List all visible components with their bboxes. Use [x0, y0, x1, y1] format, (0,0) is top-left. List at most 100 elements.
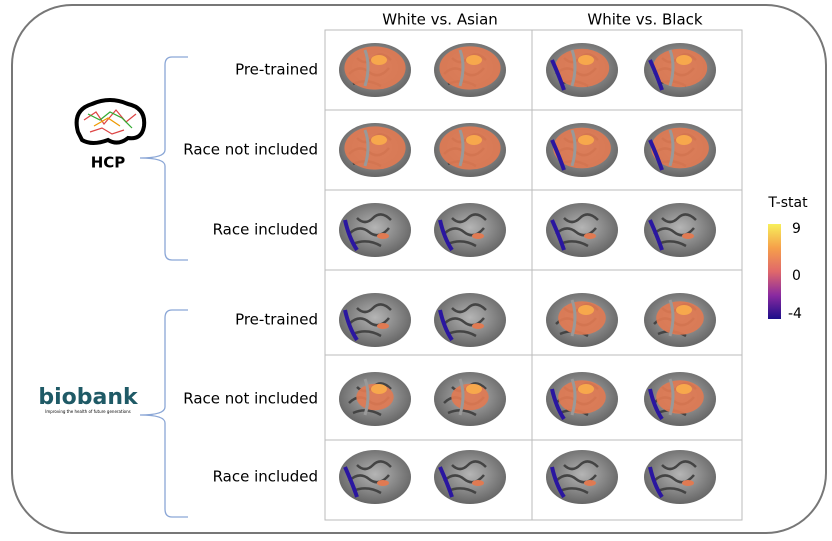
negative	[438, 309, 454, 342]
brain	[546, 43, 618, 97]
activation	[584, 480, 596, 486]
brain	[644, 43, 716, 97]
brain	[434, 43, 506, 97]
activation-fold	[363, 129, 370, 167]
brain	[339, 293, 411, 347]
activation-fold	[458, 49, 465, 87]
activation-hot	[578, 135, 594, 145]
hcp-logo	[74, 98, 147, 145]
brain	[644, 372, 716, 426]
activation-fold	[668, 49, 675, 87]
activation-fold	[363, 49, 370, 87]
activation-fold	[458, 129, 465, 167]
brain	[546, 372, 618, 426]
activation-hot	[578, 384, 594, 394]
brain-shape	[339, 293, 411, 347]
activation	[682, 480, 694, 486]
activation	[682, 233, 694, 239]
negative	[343, 309, 359, 342]
brain	[339, 43, 411, 97]
brain	[546, 450, 618, 504]
row-label: Race included	[213, 221, 318, 239]
activation-hot	[676, 305, 692, 315]
brain	[339, 203, 411, 257]
activation	[344, 126, 406, 170]
activation-hot	[466, 55, 482, 65]
activation	[651, 127, 709, 169]
activation	[553, 127, 611, 169]
row-label: Pre-trained	[235, 311, 318, 329]
row-label: Race not included	[183, 141, 318, 159]
colorbar	[768, 224, 781, 319]
column-header: White vs. Black	[587, 11, 703, 29]
brain	[434, 203, 506, 257]
negative	[343, 466, 359, 498]
activation-hot	[371, 135, 387, 145]
activation-fold	[570, 378, 577, 416]
activation-hot	[676, 55, 692, 65]
colorbar-tick: 0	[792, 268, 801, 284]
colorbar-tick: -4	[788, 306, 802, 322]
negative	[648, 59, 664, 91]
activation-hot	[676, 135, 692, 145]
colorbar-title: T-stat	[767, 195, 808, 211]
bracket	[139, 56, 188, 261]
activation-fold	[363, 378, 370, 416]
activation	[377, 323, 389, 329]
negative	[343, 219, 359, 252]
brain	[546, 123, 618, 177]
group-tagline: Improving the health of future generatio…	[45, 409, 131, 414]
brain	[434, 123, 506, 177]
activation	[652, 48, 708, 88]
brain-shape	[546, 450, 618, 504]
brain-shape	[339, 203, 411, 257]
activation	[377, 480, 389, 486]
brain	[434, 372, 506, 426]
activation-hot	[466, 135, 482, 145]
activation-hot	[371, 384, 387, 394]
row-label: Race included	[213, 468, 318, 486]
brain	[339, 450, 411, 504]
bracket	[139, 309, 188, 518]
activation	[344, 46, 406, 90]
negative	[550, 139, 566, 171]
negative	[550, 466, 566, 499]
negative	[648, 388, 664, 421]
activation-hot	[371, 55, 387, 65]
brain-shape	[644, 450, 716, 504]
brain	[434, 293, 506, 347]
brain-shape	[434, 293, 506, 347]
activation	[584, 233, 596, 239]
negative	[648, 466, 664, 499]
activation-fold	[570, 129, 577, 167]
brain	[644, 450, 716, 504]
activation-fold	[570, 49, 577, 87]
negative	[438, 219, 454, 252]
activation	[554, 48, 610, 88]
brain	[339, 123, 411, 177]
negative	[648, 219, 664, 251]
brain	[546, 293, 618, 347]
brain	[339, 372, 411, 426]
negative	[648, 139, 664, 171]
negative	[550, 219, 566, 251]
row-label: Pre-trained	[235, 61, 318, 79]
activation-hot	[578, 55, 594, 65]
activation	[472, 323, 484, 329]
row-label: Race not included	[183, 390, 318, 408]
activation-fold	[458, 378, 465, 416]
activation-fold	[570, 299, 577, 337]
activation	[377, 233, 389, 239]
brain-shape	[434, 203, 506, 257]
brain	[434, 450, 506, 504]
negative	[550, 388, 566, 421]
activation	[472, 480, 484, 486]
activation-hot	[676, 384, 692, 394]
activation-hot	[466, 384, 482, 394]
group-label: biobank	[38, 385, 139, 410]
activation	[439, 46, 501, 90]
brain	[546, 203, 618, 257]
activation-fold	[668, 129, 675, 167]
activation-hot	[578, 305, 594, 315]
group-label: HCP	[91, 154, 126, 172]
